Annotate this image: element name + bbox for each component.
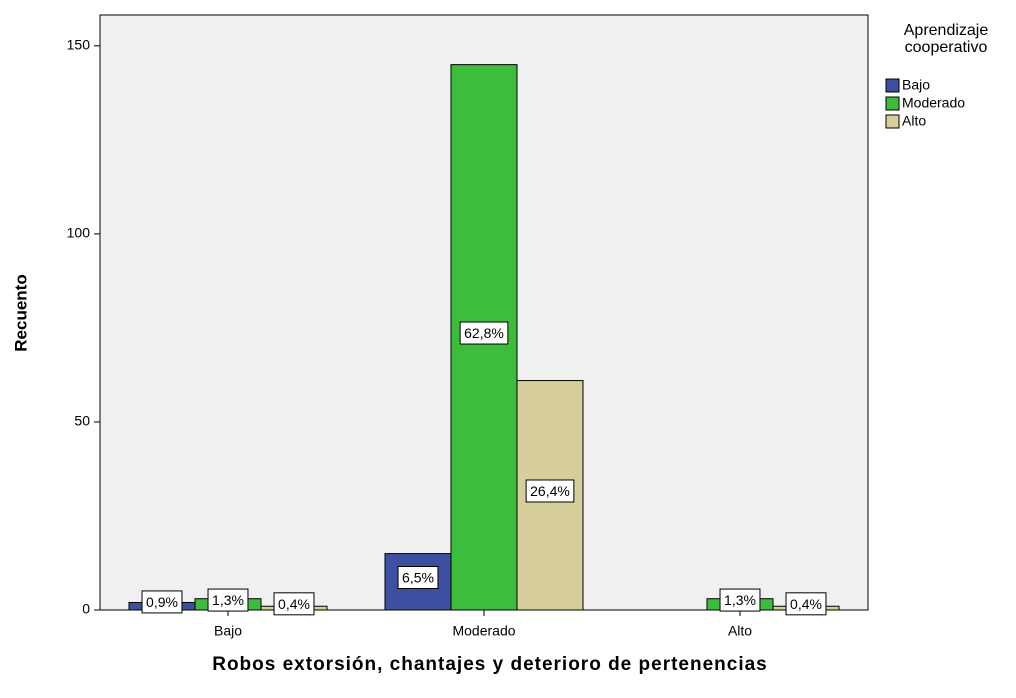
data-label-box — [141, 590, 183, 614]
data-label-text: 6,5% — [402, 569, 434, 585]
data-label-text: 1,3% — [724, 592, 756, 608]
data-label-text: 0,4% — [278, 596, 310, 612]
x-tick-label: Bajo — [214, 623, 242, 639]
data-label: 1,3% — [207, 588, 249, 612]
legend-label: Moderado — [902, 95, 965, 111]
legend-swatch — [885, 78, 900, 93]
legend-label: Alto — [902, 113, 926, 129]
data-label-box — [525, 479, 575, 503]
legend-label: Bajo — [902, 77, 930, 93]
data-label-box — [397, 565, 439, 589]
legend-swatch — [885, 114, 900, 129]
data-label-box — [273, 592, 315, 616]
data-label-text: 0,4% — [790, 596, 822, 612]
data-label-box — [207, 588, 249, 612]
data-label-box — [719, 588, 761, 612]
y-tick-label: 100 — [67, 225, 91, 241]
data-label-text: 62,8% — [464, 325, 504, 341]
data-label: 6,5% — [397, 565, 439, 589]
x-tick-label: Moderado — [452, 623, 515, 639]
data-label: 26,4% — [525, 479, 575, 503]
data-label: 0,4% — [785, 592, 827, 616]
legend-title: Aprendizaje cooperativo — [903, 22, 989, 56]
y-tick-label: 0 — [82, 601, 90, 617]
legend-swatch — [885, 96, 900, 111]
data-label: 62,8% — [459, 321, 509, 345]
data-label-text: 26,4% — [530, 483, 570, 499]
y-tick-label: 50 — [74, 413, 90, 429]
data-label-box — [459, 321, 509, 345]
data-label-text: 1,3% — [212, 592, 244, 608]
data-label: 0,4% — [273, 592, 315, 616]
data-label-box — [785, 592, 827, 616]
data-label-text: 0,9% — [146, 594, 178, 610]
x-axis-title: Robos extorsión, chantajes y deterioro d… — [212, 654, 768, 675]
x-tick-label: Alto — [728, 623, 752, 639]
data-label: 0,9% — [141, 590, 183, 614]
y-axis-title: Recuento — [11, 274, 30, 351]
y-tick-label: 150 — [67, 37, 91, 53]
data-label: 1,3% — [719, 588, 761, 612]
